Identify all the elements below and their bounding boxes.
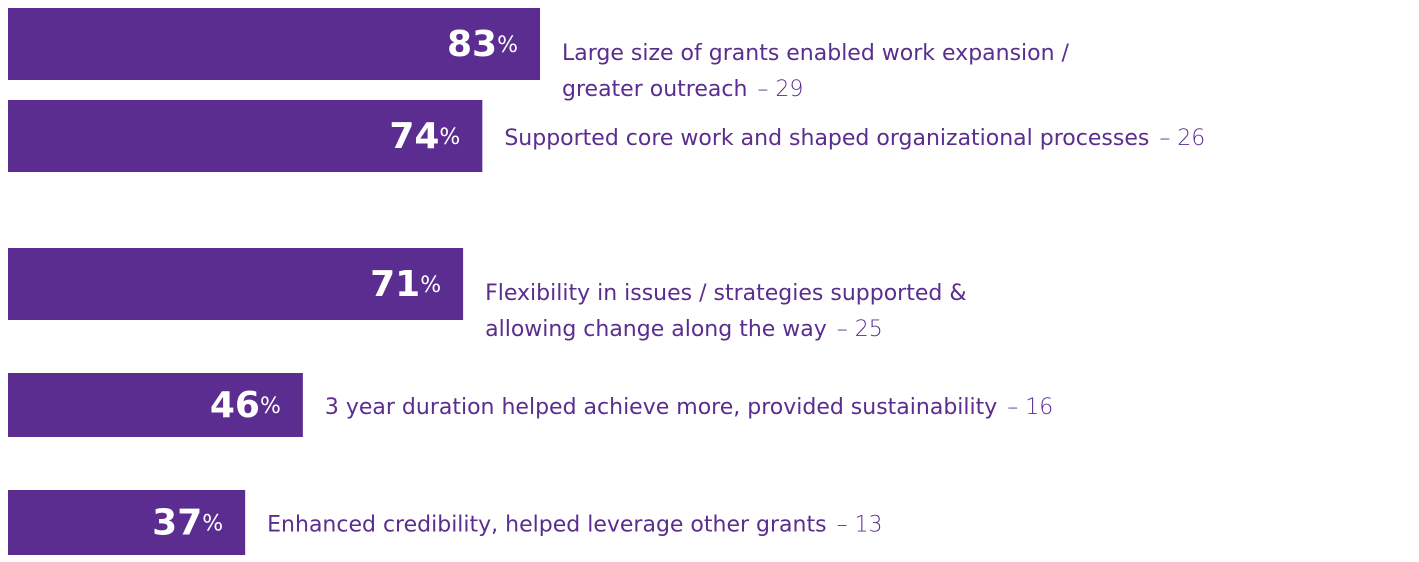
- count-label: – 26: [1159, 126, 1205, 151]
- category-label: Supported core work and shaped organizat…: [504, 126, 1149, 151]
- count-label: – 16: [1007, 395, 1053, 420]
- count-label: – 29: [757, 77, 803, 102]
- value-label: 71%: [370, 264, 441, 305]
- category-label: Flexibility in issues / strategies suppo…: [485, 281, 966, 306]
- bar: [8, 490, 246, 555]
- bar: [8, 248, 464, 320]
- category-label: Enhanced credibility, helped leverage ot…: [267, 513, 826, 538]
- value-label: 37%: [152, 503, 223, 544]
- value-label: 46%: [210, 385, 281, 426]
- bar: [8, 100, 483, 172]
- count-label: – 13: [837, 513, 883, 538]
- category-label: allowing change along the way: [485, 317, 827, 342]
- bar: [8, 8, 541, 80]
- category-label: 3 year duration helped achieve more, pro…: [325, 395, 997, 420]
- count-label: – 25: [837, 317, 883, 342]
- bar: [8, 373, 303, 437]
- category-label: Large size of grants enabled work expans…: [562, 41, 1070, 66]
- category-label: greater outreach: [562, 77, 747, 102]
- value-label: 83%: [447, 24, 518, 65]
- value-label: 74%: [389, 116, 460, 157]
